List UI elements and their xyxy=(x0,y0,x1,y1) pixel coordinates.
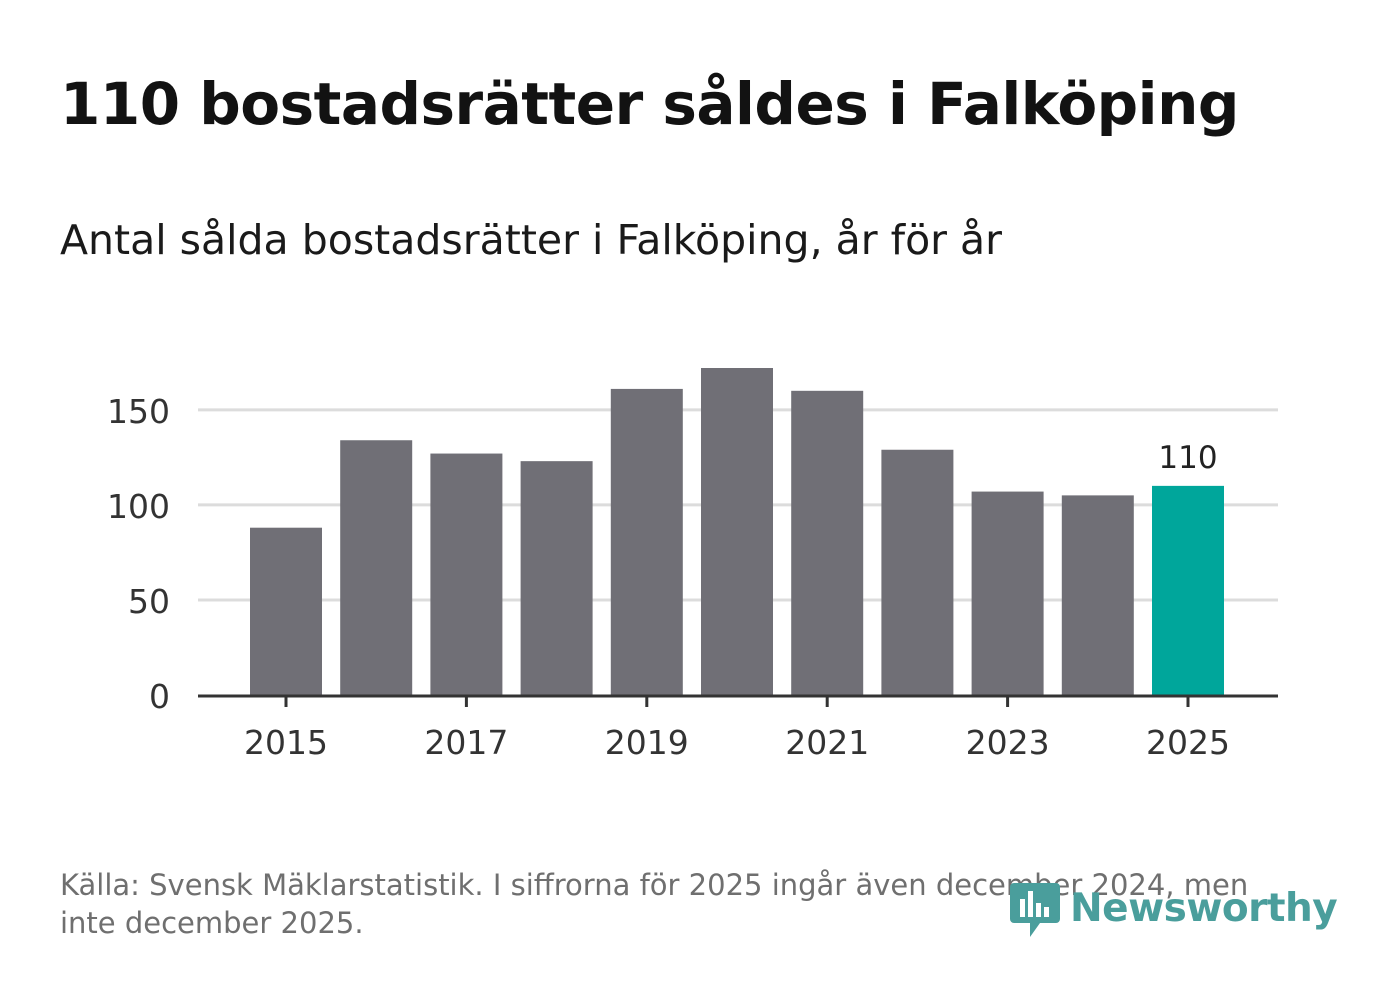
axes xyxy=(198,694,1278,707)
y-tick-label: 50 xyxy=(128,582,170,621)
bar-2025 xyxy=(1152,485,1224,695)
y-tick-label: 150 xyxy=(107,392,170,431)
newsworthy-logo-text: Newsworthy xyxy=(1070,885,1338,931)
x-tick-label: 2017 xyxy=(424,723,508,762)
newsworthy-logo-icon xyxy=(1010,883,1060,937)
chart-subtitle: Antal sålda bostadsrätter i Falköping, å… xyxy=(60,216,1003,264)
bar-2021 xyxy=(791,390,864,695)
chart-title: 110 bostadsrätter såldes i Falköping xyxy=(60,70,1239,138)
labels: 0 50 100 150 110 2015 2017 2019 2021 2023 2025 xyxy=(107,392,1230,762)
data-label-2025: 110 xyxy=(1158,440,1217,476)
bar-2017 xyxy=(430,453,503,695)
bar-2020 xyxy=(701,368,773,695)
bars xyxy=(250,368,1224,695)
bar-2016 xyxy=(340,440,413,695)
x-tick-label: 2019 xyxy=(605,723,689,762)
bar-2015 xyxy=(250,527,322,695)
x-tick-label: 2023 xyxy=(966,723,1050,762)
y-tick-label: 0 xyxy=(149,677,170,716)
x-tick-label: 2015 xyxy=(244,723,328,762)
bar-2023 xyxy=(971,491,1044,695)
bar-2019 xyxy=(610,388,683,695)
x-tick-label: 2021 xyxy=(785,723,869,762)
bar-2018 xyxy=(520,461,593,695)
x-tick-label: 2025 xyxy=(1146,723,1230,762)
bar-2024 xyxy=(1061,495,1134,695)
bar-2022 xyxy=(881,449,954,695)
newsworthy-logo: Newsworthy xyxy=(1010,876,1338,940)
y-tick-label: 100 xyxy=(107,487,170,526)
